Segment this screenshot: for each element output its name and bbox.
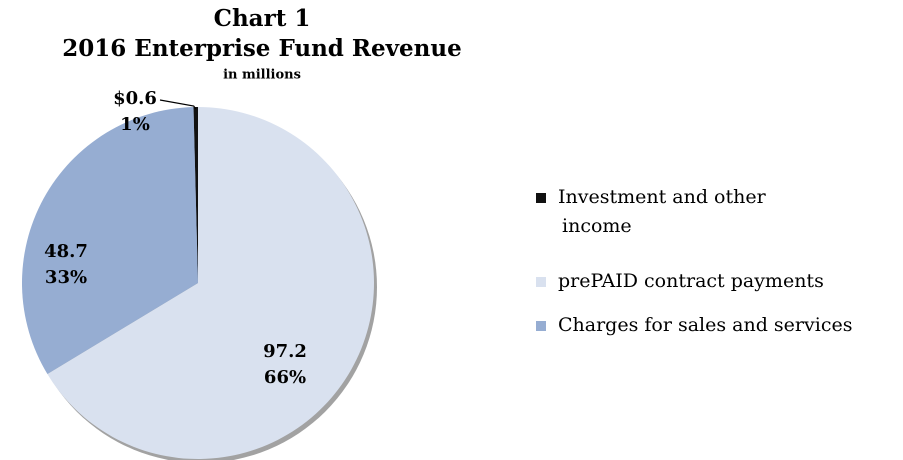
legend-label: Investment and other <box>558 186 767 208</box>
pie <box>21 107 375 459</box>
legend-label: Charges for sales and services <box>558 314 852 336</box>
leader-line <box>159 99 197 110</box>
legend: Investment and other income prePAID contra… <box>536 186 852 336</box>
legend-swatch <box>536 321 546 331</box>
chart-title: Chart 1 <box>214 5 311 32</box>
value-label: 48.7 <box>44 241 88 262</box>
value-label: $0.6 <box>113 88 157 109</box>
chart-note: in millions <box>223 68 301 83</box>
pie-slice <box>47 107 375 459</box>
legend-swatch <box>536 277 546 287</box>
pie-slice <box>21 107 198 375</box>
chart-subtitle: 2016 Enterprise Fund Revenue <box>62 35 461 62</box>
legend-swatch <box>536 193 546 203</box>
percent-label: 1% <box>120 114 150 135</box>
labels: $0.6 1% 97.2 66% 48.7 33% <box>44 88 307 388</box>
legend-label: prePAID contract payments <box>558 270 824 292</box>
value-label: 97.2 <box>263 341 307 362</box>
legend-label: income <box>562 215 632 237</box>
pie-slice <box>193 107 198 283</box>
percent-label: 66% <box>264 367 306 388</box>
percent-label: 33% <box>45 267 87 288</box>
